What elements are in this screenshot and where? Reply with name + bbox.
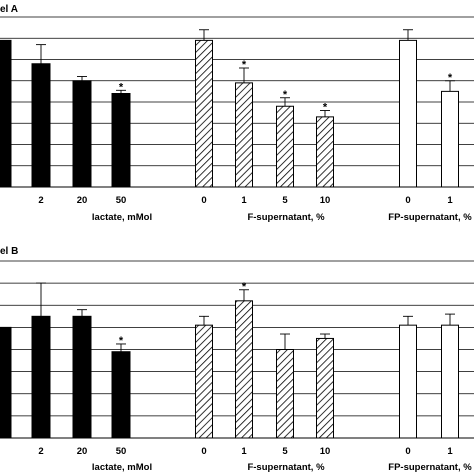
panel-b-tick-label: 50 [116,446,127,457]
panel-b-tick-label: 10 [320,446,331,457]
panel-a-tick-labels: 2 20 50 0 1 5 10 0 1 [38,195,453,206]
panel-a-tick-label: 2 [38,195,43,206]
panel-b-bar [441,324,459,439]
panel-a-significance-star: * [283,89,288,101]
panel-a-tick-label: 1 [241,195,247,206]
panel-a-bar [441,90,459,188]
panel-b-bar [31,315,51,439]
panel-a-significance-star: * [119,81,124,93]
panel-b-bar [0,326,12,439]
panel-a-bar [0,39,12,188]
panel-a-title: el A [0,4,18,15]
panel-a-bar [195,39,213,188]
panel-a-bar [111,93,131,188]
panel-a: el A * * * * * 2 20 50 0 1 5 10 0 1 lactate, mMol F-… [0,4,474,223]
panel-b-tick-label: 1 [447,446,453,457]
panel-b-bar [399,324,417,439]
panel-b-bar [72,315,92,439]
panel-b-tick-label: 1 [241,446,247,457]
panel-b-bar [111,351,131,439]
panel-a-tick-label: 5 [282,195,288,206]
panel-b-title: el B [0,246,18,257]
panel-b-group-label-f-supernatant: F-supernatant, % [247,462,325,473]
panel-a-tick-label: 10 [320,195,331,206]
panel-b-significance-star: * [242,281,247,293]
panel-a-group-label-fp-supernatant: FP-supernatant, % [388,212,472,223]
panel-b-bar [276,349,294,439]
panel-a-bar [235,82,253,188]
panel-a-tick-label: 0 [201,195,206,206]
panel-a-bar [316,116,334,188]
panel-b-group-label-lactate: lactate, mMol [92,462,152,473]
panel-b-tick-label: 5 [282,446,288,457]
panel-a-tick-label: 0 [405,195,410,206]
panel-a-bar [399,39,417,188]
panel-a-significance-star: * [448,72,453,84]
panel-a-bars: * * * * * [0,29,459,188]
panel-a-tick-label: 20 [77,195,88,206]
panel-b-tick-label: 20 [77,446,88,457]
panel-b-bar [316,337,334,439]
panel-b-tick-label: 0 [201,446,206,457]
panel-a-significance-star: * [323,102,328,114]
panel-a-significance-star: * [242,59,247,71]
panel-b-tick-label: 2 [38,446,43,457]
panel-a-bar [276,105,294,188]
panel-b-tick-label: 0 [405,446,410,457]
panel-a-group-label-f-supernatant: F-supernatant, % [247,212,325,223]
panel-a-tick-label: 1 [447,195,453,206]
panel-b: el B ** 2 20 50 0 1 5 10 0 1 lactate, mMol F-sup… [0,246,474,473]
panel-b-group-label-fp-supernatant: FP-supernatant, % [388,462,472,473]
panel-b-bars: ** [0,281,459,439]
panel-a-bar [31,63,51,188]
panel-a-group-label-lactate: lactate, mMol [92,212,152,223]
panel-b-bar [195,324,213,439]
panel-b-bar [235,300,253,439]
panel-a-tick-label: 50 [116,195,127,206]
panel-a-bar [72,80,92,188]
panel-b-tick-labels: 2 20 50 0 1 5 10 0 1 [38,446,453,457]
panel-b-significance-star: * [119,335,124,347]
